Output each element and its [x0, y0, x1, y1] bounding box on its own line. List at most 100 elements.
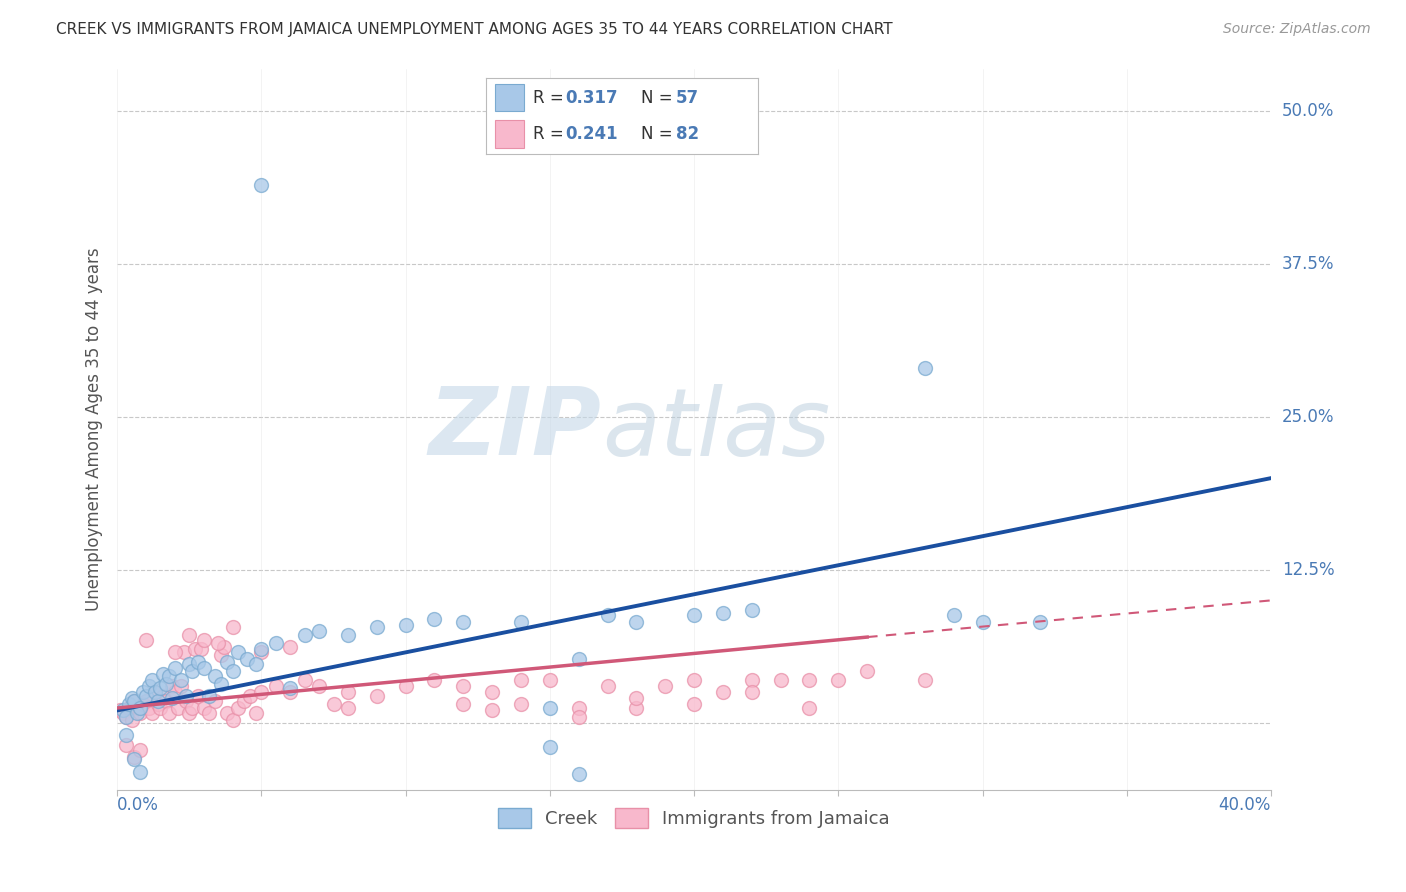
Point — [176, 689, 198, 703]
Point — [827, 673, 849, 687]
Point — [942, 608, 965, 623]
Point — [711, 685, 734, 699]
Point — [155, 676, 177, 690]
Point — [141, 706, 163, 720]
Point — [769, 673, 792, 687]
Point — [193, 660, 215, 674]
Point — [204, 669, 226, 683]
Point — [143, 685, 166, 699]
Point — [155, 693, 177, 707]
Text: Source: ZipAtlas.com: Source: ZipAtlas.com — [1223, 22, 1371, 37]
Point — [221, 620, 243, 634]
Point — [143, 685, 166, 699]
Point — [129, 706, 152, 720]
Point — [127, 701, 149, 715]
Point — [187, 655, 209, 669]
Point — [914, 361, 936, 376]
Point — [135, 632, 157, 647]
Point — [166, 701, 188, 715]
Point — [278, 681, 301, 696]
Point — [510, 698, 533, 712]
Point — [972, 615, 994, 630]
Point — [163, 645, 186, 659]
Point — [115, 738, 138, 752]
Point — [856, 665, 879, 679]
Point — [336, 627, 359, 641]
Point — [250, 685, 273, 699]
Point — [127, 706, 149, 720]
Point — [294, 627, 316, 641]
Point — [336, 685, 359, 699]
Point — [250, 645, 273, 659]
Point — [111, 703, 134, 717]
Point — [135, 689, 157, 703]
Point — [250, 178, 273, 192]
Point — [233, 693, 256, 707]
Point — [124, 693, 146, 707]
Point — [198, 706, 221, 720]
Point — [245, 706, 267, 720]
Point — [481, 685, 503, 699]
Point — [596, 608, 619, 623]
Point — [181, 665, 204, 679]
Point — [228, 645, 250, 659]
Point — [190, 642, 212, 657]
Point — [111, 706, 134, 720]
Point — [308, 624, 330, 638]
Point — [683, 698, 706, 712]
Point — [308, 679, 330, 693]
Point — [179, 627, 201, 641]
Point — [198, 689, 221, 703]
Point — [914, 673, 936, 687]
Point — [149, 701, 172, 715]
Point — [236, 652, 259, 666]
Point — [1029, 615, 1052, 630]
Text: CREEK VS IMMIGRANTS FROM JAMAICA UNEMPLOYMENT AMONG AGES 35 TO 44 YEARS CORRELAT: CREEK VS IMMIGRANTS FROM JAMAICA UNEMPLO… — [56, 22, 893, 37]
Point — [322, 698, 344, 712]
Text: ZIP: ZIP — [429, 384, 602, 475]
Point — [453, 679, 475, 693]
Point — [138, 701, 160, 715]
Point — [146, 693, 169, 707]
Point — [124, 693, 146, 707]
Point — [173, 645, 195, 659]
Point — [568, 709, 591, 723]
Point — [176, 693, 198, 707]
Point — [124, 752, 146, 766]
Point — [395, 679, 418, 693]
Point — [157, 669, 180, 683]
Point — [160, 679, 183, 693]
Point — [538, 740, 561, 755]
Point — [115, 709, 138, 723]
Point — [204, 693, 226, 707]
Point — [228, 701, 250, 715]
Point — [481, 703, 503, 717]
Point — [510, 615, 533, 630]
Point — [212, 640, 235, 654]
Text: 50.0%: 50.0% — [1282, 103, 1334, 120]
Point — [215, 655, 238, 669]
Point — [654, 679, 676, 693]
Point — [239, 689, 262, 703]
Point — [741, 603, 763, 617]
Point — [169, 679, 191, 693]
Point — [193, 632, 215, 647]
Text: 37.5%: 37.5% — [1282, 255, 1334, 273]
Point — [423, 673, 446, 687]
Point — [132, 698, 155, 712]
Point — [538, 701, 561, 715]
Point — [250, 642, 273, 657]
Point — [510, 673, 533, 687]
Point — [741, 673, 763, 687]
Point — [278, 640, 301, 654]
Point — [152, 689, 174, 703]
Legend: Creek, Immigrants from Jamaica: Creek, Immigrants from Jamaica — [491, 801, 897, 835]
Point — [169, 673, 191, 687]
Point — [152, 666, 174, 681]
Text: 12.5%: 12.5% — [1282, 561, 1334, 579]
Point — [121, 713, 143, 727]
Point — [179, 657, 201, 671]
Point — [193, 701, 215, 715]
Point — [538, 673, 561, 687]
Point — [453, 698, 475, 712]
